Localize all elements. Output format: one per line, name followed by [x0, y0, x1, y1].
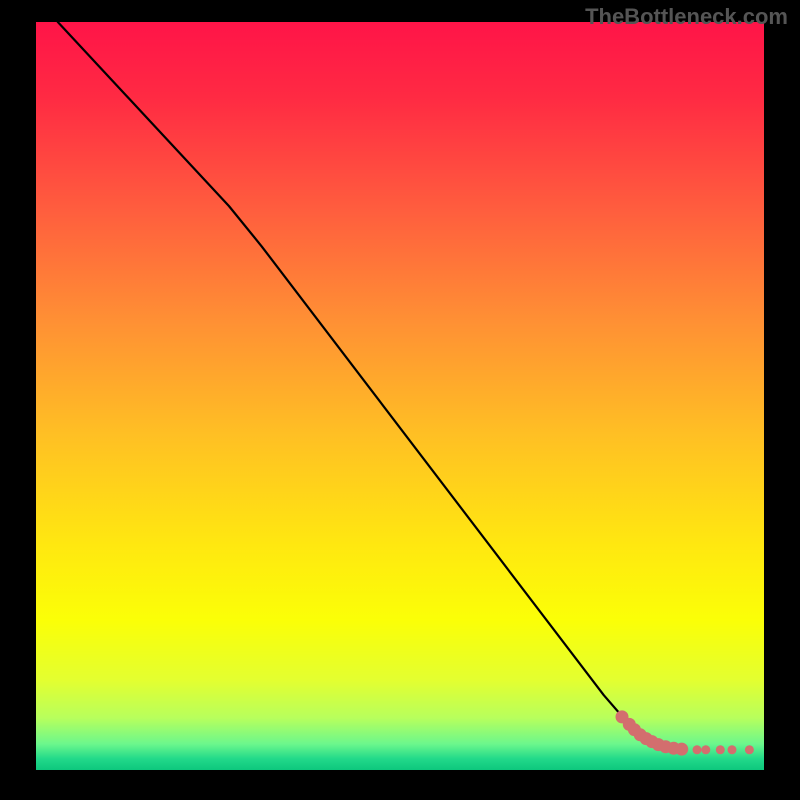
scatter-point — [675, 743, 688, 756]
scatter-point — [693, 745, 702, 754]
watermark-text: TheBottleneck.com — [585, 4, 788, 30]
scatter-point — [745, 745, 754, 754]
scatter-point — [701, 745, 710, 754]
scatter-point — [716, 745, 725, 754]
chart-frame: TheBottleneck.com — [0, 0, 800, 800]
chart-svg — [36, 22, 764, 770]
scatter-point — [728, 745, 737, 754]
plot-area — [36, 22, 764, 770]
gradient-background — [36, 22, 764, 770]
